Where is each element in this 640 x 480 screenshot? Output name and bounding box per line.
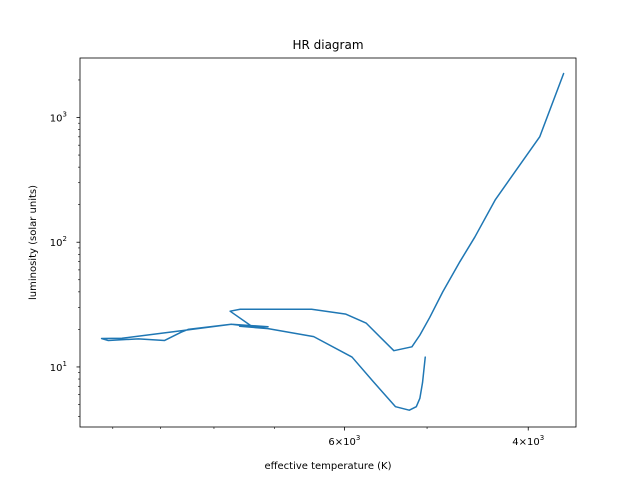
series-line-0 xyxy=(100,72,565,411)
plot-background xyxy=(80,58,576,427)
y-tick-label: 103 xyxy=(50,111,67,125)
x-axis-label: effective temperature (K) xyxy=(264,461,391,472)
major-ticks: 6×103 4×103 101 102 103 xyxy=(50,111,544,448)
y-axis-label: luminosity (solar units) xyxy=(28,185,39,300)
plot-frame xyxy=(79,57,577,428)
x-tick-label: 6×103 xyxy=(328,434,360,448)
chart-title: HR diagram xyxy=(292,38,363,52)
y-tick-label: 102 xyxy=(50,235,67,249)
series-layer xyxy=(100,72,565,411)
y-tick-label: 101 xyxy=(50,360,67,374)
x-tick-label: 4×103 xyxy=(512,434,544,448)
